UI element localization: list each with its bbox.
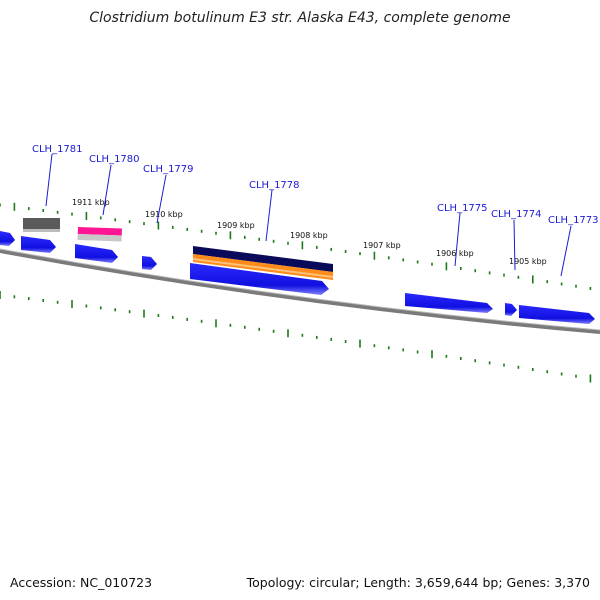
feature-gray: [23, 218, 60, 229]
tick-row-reverse: [0, 291, 592, 383]
gene-label: CLH_1781: [32, 144, 83, 155]
genome-stats-text: Topology: circular; Length: 3,659,644 bp…: [246, 575, 590, 590]
gene-arrow: [0, 231, 15, 246]
gene-label: CLH_1774: [491, 209, 542, 220]
gene-track: [0, 231, 595, 324]
kbp-label: 1910 kbp: [145, 210, 183, 219]
kbp-label: 1907 kbp: [363, 241, 401, 250]
kbp-label: 1906 kbp: [436, 249, 474, 258]
gene-arrow: [21, 236, 56, 253]
gene-label: CLH_1778: [249, 180, 300, 191]
feature-track: [23, 218, 333, 280]
kbp-label: 1909 kbp: [217, 221, 255, 230]
kbp-label: 1911 kbp: [72, 198, 110, 207]
kbp-label: 1905 kbp: [509, 257, 547, 266]
kbp-labels: 1911 kbp 1910 kbp 1909 kbp 1908 kbp 1907…: [72, 198, 547, 266]
gene-label: CLH_1775: [437, 203, 488, 214]
gene-label: CLH_1779: [143, 164, 194, 175]
gene-arrow: [190, 263, 329, 295]
gene-arrow: [519, 305, 595, 324]
gene-label: CLH_1773: [548, 215, 599, 226]
gene-arrow: [505, 303, 517, 316]
tick-row-forward: [0, 202, 592, 290]
genome-backbone: [0, 249, 600, 334]
gene-labels: CLH_1781 CLH_1780 CLH_1779 CLH_1778 CLH_…: [32, 144, 599, 277]
gene-arrow: [405, 293, 493, 313]
feature-navy: [193, 246, 333, 272]
gene-arrow: [75, 244, 118, 263]
feature-pink: [77, 227, 122, 236]
accession-text: Accession: NC_010723: [10, 575, 153, 590]
genome-title: Clostridium botulinum E3 str. Alaska E43…: [89, 10, 511, 26]
kbp-label: 1908 kbp: [290, 231, 328, 240]
gene-label: CLH_1780: [89, 154, 140, 165]
gene-arrow: [142, 256, 157, 270]
